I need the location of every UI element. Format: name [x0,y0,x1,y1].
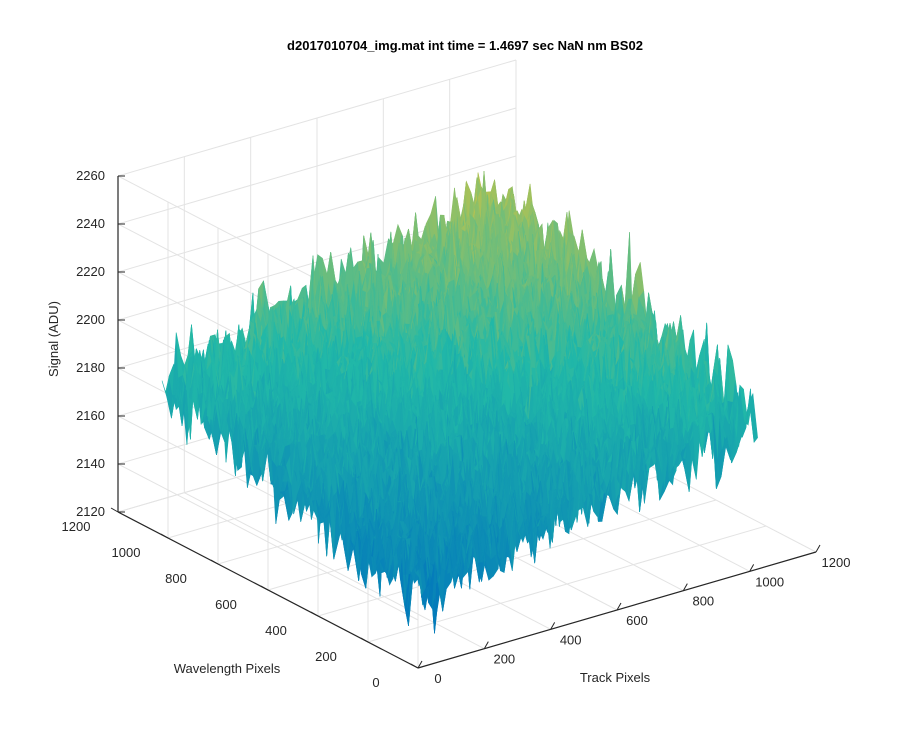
floor-grid-line [317,499,717,617]
back-wall-grid-line [117,155,517,273]
back-wall-grid-line [117,463,419,621]
surface-mesh [161,171,758,634]
back-wall-grid-line [117,59,517,177]
back-wall-grid-line [117,107,517,225]
